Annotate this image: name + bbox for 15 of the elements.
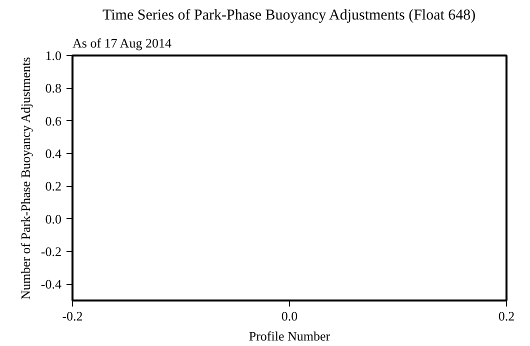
x-tick-label: 0.2 <box>498 308 515 324</box>
x-axis-title: Profile Number <box>248 328 331 344</box>
y-tick-label: 0.2 <box>45 178 62 194</box>
y-tick-label: 0.0 <box>45 211 62 226</box>
chart-subtitle: As of 17 Aug 2014 <box>72 36 172 50</box>
chart-title: Time Series of Park-Phase Buoyancy Adjustments (Float 648) <box>102 8 476 24</box>
x-tick-label: -0.2 <box>62 308 83 324</box>
y-tick-label: 0.6 <box>45 113 62 128</box>
y-tick-label: 0.8 <box>45 80 62 96</box>
x-tick-label: 0.0 <box>281 308 298 324</box>
y-axis-title: Number of Park-Phase Buoyancy Adjustments <box>18 57 33 300</box>
y-tick-label: 1.0 <box>45 48 62 63</box>
y-tick-label: 0.4 <box>45 146 62 161</box>
y-tick-label: -0.4 <box>40 276 62 292</box>
y-tick-label: -0.2 <box>40 244 62 259</box>
